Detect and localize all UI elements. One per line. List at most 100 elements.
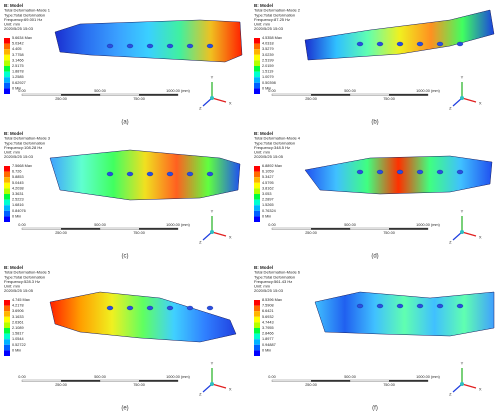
legend-swatch: [254, 82, 260, 89]
triad-axis: [452, 97, 463, 107]
legend-label: 3.6906: [12, 309, 24, 313]
legend-swatch: [254, 344, 260, 351]
header-line: Type:Total Deformation: [254, 12, 295, 17]
header-line: 2020/5/25 15:03: [4, 26, 34, 31]
legend-swatch: [4, 49, 10, 55]
legend-swatch: [254, 194, 260, 200]
legend-label: 2.0159: [262, 64, 274, 68]
hole: [436, 41, 444, 47]
legend-label: 3.7955: [262, 326, 274, 330]
header-line: Total Deformation-Mode 3: [4, 136, 51, 141]
header-line: Unit: mm: [4, 283, 21, 288]
legend-swatch: [254, 166, 260, 172]
legend-label: 0.94887: [262, 343, 276, 347]
scale-bar: [311, 94, 350, 96]
legend-swatch: [4, 216, 10, 222]
triad-axis: [211, 231, 227, 237]
legend-label: 4.2178: [12, 304, 24, 308]
scale-label: 1000.00 (mm): [166, 89, 190, 93]
header-line: Frequency:561.43 Hz: [254, 279, 292, 284]
legend-label: 4.5795: [262, 181, 274, 185]
scale-bar: [139, 228, 178, 230]
legend-label: 2.6361: [12, 320, 24, 324]
legend-swatch: [4, 305, 10, 312]
scale-label: 750.00: [133, 231, 145, 235]
legend-swatch: [254, 177, 260, 183]
legend-swatch: [4, 199, 10, 206]
scale-label: 0.00: [268, 223, 275, 227]
scale-bar: [61, 380, 100, 382]
hole: [356, 303, 364, 309]
header-line: Total Deformation-Mode 1: [4, 8, 51, 13]
model: [54, 19, 243, 63]
legend-swatch: [254, 311, 260, 317]
legend-label: 3.8162: [262, 186, 274, 190]
legend-label: 3.5279: [262, 47, 274, 51]
legend-label: 3.1633: [12, 315, 24, 319]
hole: [186, 43, 194, 49]
legend-swatch: [254, 171, 260, 178]
legend-swatch: [4, 66, 10, 72]
legend-label: 0 Min: [12, 86, 21, 90]
legend-label: 1.8878: [12, 70, 24, 74]
hole: [106, 43, 114, 49]
legend-swatch: [254, 210, 260, 217]
legend-swatch: [254, 199, 260, 206]
legend-swatch: [4, 77, 10, 83]
header-line: Type:Total Deformation: [4, 140, 45, 145]
legend-swatch: [4, 43, 10, 50]
scale-label: 0.00: [18, 89, 25, 93]
header-line: Frequency:528.3 Hz: [4, 279, 40, 284]
triad-axis: [211, 383, 227, 389]
header-line: Unit: mm: [254, 283, 271, 288]
legend-swatch: [254, 333, 260, 340]
legend-swatch: [4, 171, 10, 178]
legend-label: 6.1059: [262, 170, 274, 174]
legend-label: 5.0342: [12, 42, 24, 46]
triad-label: Y: [461, 360, 464, 365]
legend-label: 2.5199: [262, 58, 274, 62]
legend-label: 0.52722: [12, 343, 26, 347]
triad-label: X: [479, 100, 482, 105]
hole: [186, 305, 194, 311]
triad-axis: [452, 231, 463, 241]
legend-swatch: [4, 322, 10, 328]
legend-swatch: [254, 205, 260, 211]
legend-label: 1.5817: [12, 332, 24, 336]
triad-label: Z: [449, 239, 452, 244]
hole: [376, 41, 384, 47]
scale-label: 1000.00 (mm): [166, 375, 190, 379]
legend-label: 0.76324: [262, 209, 276, 213]
header-line: Frequency:108.28 Hz: [4, 145, 42, 150]
triad-axis: [461, 231, 477, 237]
legend-swatch: [4, 88, 10, 94]
triad-origin: [210, 230, 214, 234]
legend-swatch: [4, 344, 10, 351]
hole: [396, 169, 404, 175]
legend-label: 3.053: [262, 192, 272, 196]
legend-label: 3.1466: [12, 58, 24, 62]
header-line: Frequency:348.5 Hz: [254, 145, 290, 150]
legend-swatch: [254, 188, 260, 194]
triad-axis: [202, 97, 213, 107]
scale-label: 0.00: [268, 375, 275, 379]
legend-swatch: [254, 54, 260, 61]
header-line: Total Deformation-Mode 6: [254, 270, 301, 275]
triad-origin: [210, 96, 214, 100]
header-line: Unit: mm: [4, 21, 21, 26]
model: [304, 9, 495, 61]
scale-bar: [311, 380, 350, 382]
header-line: B: Model: [4, 131, 23, 136]
legend-swatch: [4, 71, 10, 78]
header-line: 2020/5/25 15:03: [254, 26, 284, 31]
legend-label: 4.2038: [12, 186, 24, 190]
legend-label: 5.0445: [12, 181, 24, 185]
legend-swatch: [254, 38, 260, 44]
header-line: Total Deformation-Mode 5: [4, 270, 51, 275]
legend-label: 1.5119: [262, 70, 273, 74]
hole: [436, 169, 444, 175]
header-line: B: Model: [254, 3, 273, 8]
